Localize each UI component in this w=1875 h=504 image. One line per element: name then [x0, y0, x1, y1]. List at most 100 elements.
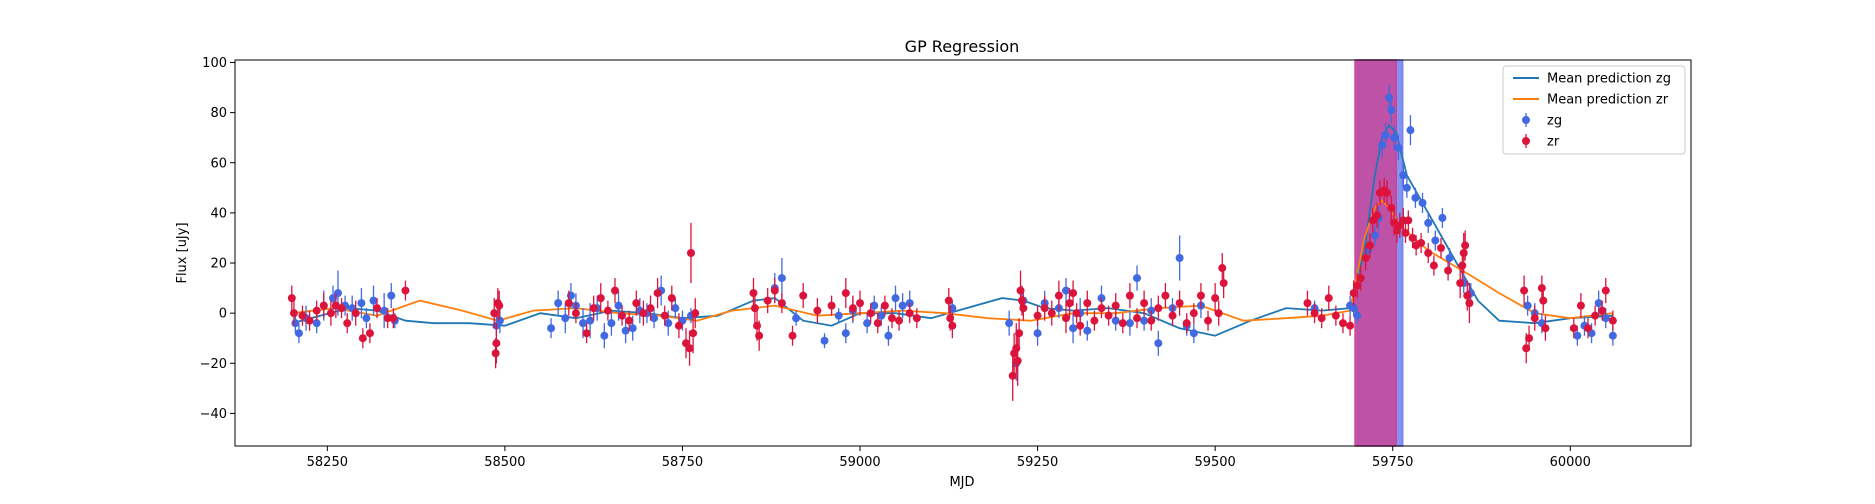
data-point-zr	[1465, 283, 1474, 324]
marker-zr	[1417, 238, 1426, 247]
marker-zr	[1189, 309, 1198, 318]
data-point-zr	[1576, 293, 1585, 319]
data-point-zr	[618, 305, 627, 326]
data-point-zr	[312, 300, 321, 321]
data-point-zg	[1353, 308, 1362, 324]
marker-zg	[820, 336, 829, 345]
marker-zr	[1104, 311, 1113, 320]
data-point-zr	[305, 310, 314, 331]
marker-zr	[1054, 291, 1063, 300]
data-point-zr	[749, 278, 758, 309]
data-point-zr	[944, 288, 953, 314]
marker-zr	[1218, 264, 1227, 273]
marker-zg	[586, 316, 595, 325]
marker-zg	[387, 291, 396, 300]
data-point-zr	[948, 313, 957, 339]
marker-zg	[607, 319, 616, 328]
marker-zr	[564, 299, 573, 308]
data-point-zr	[1133, 308, 1142, 329]
marker-zr	[1097, 304, 1106, 313]
marker-zr	[1125, 291, 1134, 300]
marker-zr	[866, 309, 875, 318]
marker-zg	[1111, 316, 1120, 325]
legend-label: Mean prediction zg	[1547, 72, 1671, 87]
data-point-zr	[1584, 318, 1593, 339]
marker-zr	[1040, 304, 1049, 313]
marker-zr	[1346, 321, 1355, 330]
marker-zr	[1310, 309, 1319, 318]
data-point-zr	[856, 290, 865, 316]
marker-zr	[1520, 286, 1529, 295]
data-point-zg	[1523, 295, 1532, 316]
marker-zg	[792, 314, 801, 323]
x-tick-label: 58250	[307, 455, 348, 470]
data-point-zr	[625, 310, 634, 331]
data-point-zr	[682, 328, 691, 359]
marker-zg	[1411, 193, 1420, 202]
y-axis: −40 −20 0 20 40 60 80 100	[200, 56, 235, 422]
data-point-zr	[1008, 350, 1017, 401]
data-point-zr	[1608, 310, 1617, 331]
data-point-zr	[674, 313, 683, 339]
data-point-zr	[1401, 222, 1410, 243]
data-point-zr	[1083, 290, 1092, 316]
data-point-zr	[343, 313, 352, 334]
x-tick-label: 58750	[662, 455, 703, 470]
marker-zr	[1013, 356, 1022, 365]
marker-zr	[1463, 291, 1472, 300]
marker-zr	[944, 296, 953, 305]
data-point-zg	[891, 285, 900, 311]
data-point-zg	[380, 293, 389, 329]
data-point-zr	[1154, 295, 1163, 321]
data-point-zr	[1530, 305, 1539, 331]
data-point-zr	[596, 283, 605, 314]
data-point-zg	[1424, 212, 1433, 233]
marker-zr	[1525, 334, 1534, 343]
x-tick-label: 59750	[1372, 455, 1413, 470]
marker-zg	[870, 301, 879, 310]
legend-entry: Mean prediction zr	[1513, 93, 1669, 108]
marker-zr	[287, 294, 296, 303]
chart-title: GP Regression	[905, 37, 1020, 56]
data-point-zg	[841, 323, 850, 344]
marker-zr	[383, 314, 392, 323]
x-tick-label: 59000	[839, 455, 880, 470]
marker-zr	[625, 316, 634, 325]
data-point-zg	[1083, 320, 1092, 341]
data-point-zr	[1346, 315, 1355, 336]
marker-zr	[912, 314, 921, 323]
marker-zr	[305, 316, 314, 325]
marker-zr	[1584, 324, 1593, 333]
y-tick-label: −40	[200, 407, 227, 422]
data-point-zg	[1069, 313, 1078, 344]
marker-zg	[834, 311, 843, 320]
data-point-zr	[564, 290, 573, 316]
marker-zr	[603, 306, 612, 315]
marker-zg	[948, 304, 957, 313]
marker-zr	[1353, 281, 1362, 290]
marker-zg	[1069, 324, 1078, 333]
data-point-zr	[1211, 283, 1220, 314]
data-point-zg	[884, 325, 893, 346]
marker-zr	[1522, 344, 1531, 353]
data-point-zg	[1402, 177, 1411, 198]
marker-zg	[1438, 213, 1447, 222]
legend-entry: Mean prediction zg	[1513, 72, 1671, 87]
legend-label: Mean prediction zr	[1547, 93, 1669, 108]
data-point-zr	[685, 330, 694, 366]
marker-zr	[1383, 188, 1392, 197]
data-point-zr	[358, 328, 367, 349]
data-point-zr	[582, 323, 591, 344]
marker-zr	[1461, 241, 1470, 250]
data-point-zg	[1189, 323, 1198, 344]
data-point-zr	[880, 295, 889, 316]
data-point-zr	[492, 323, 501, 364]
data-point-zg	[600, 323, 609, 349]
data-point-zr	[895, 310, 904, 331]
data-point-zr	[1537, 275, 1546, 301]
data-point-zg	[547, 318, 556, 339]
legend-box	[1502, 65, 1686, 155]
marker-zr	[887, 314, 896, 323]
marker-zr	[1539, 296, 1548, 305]
